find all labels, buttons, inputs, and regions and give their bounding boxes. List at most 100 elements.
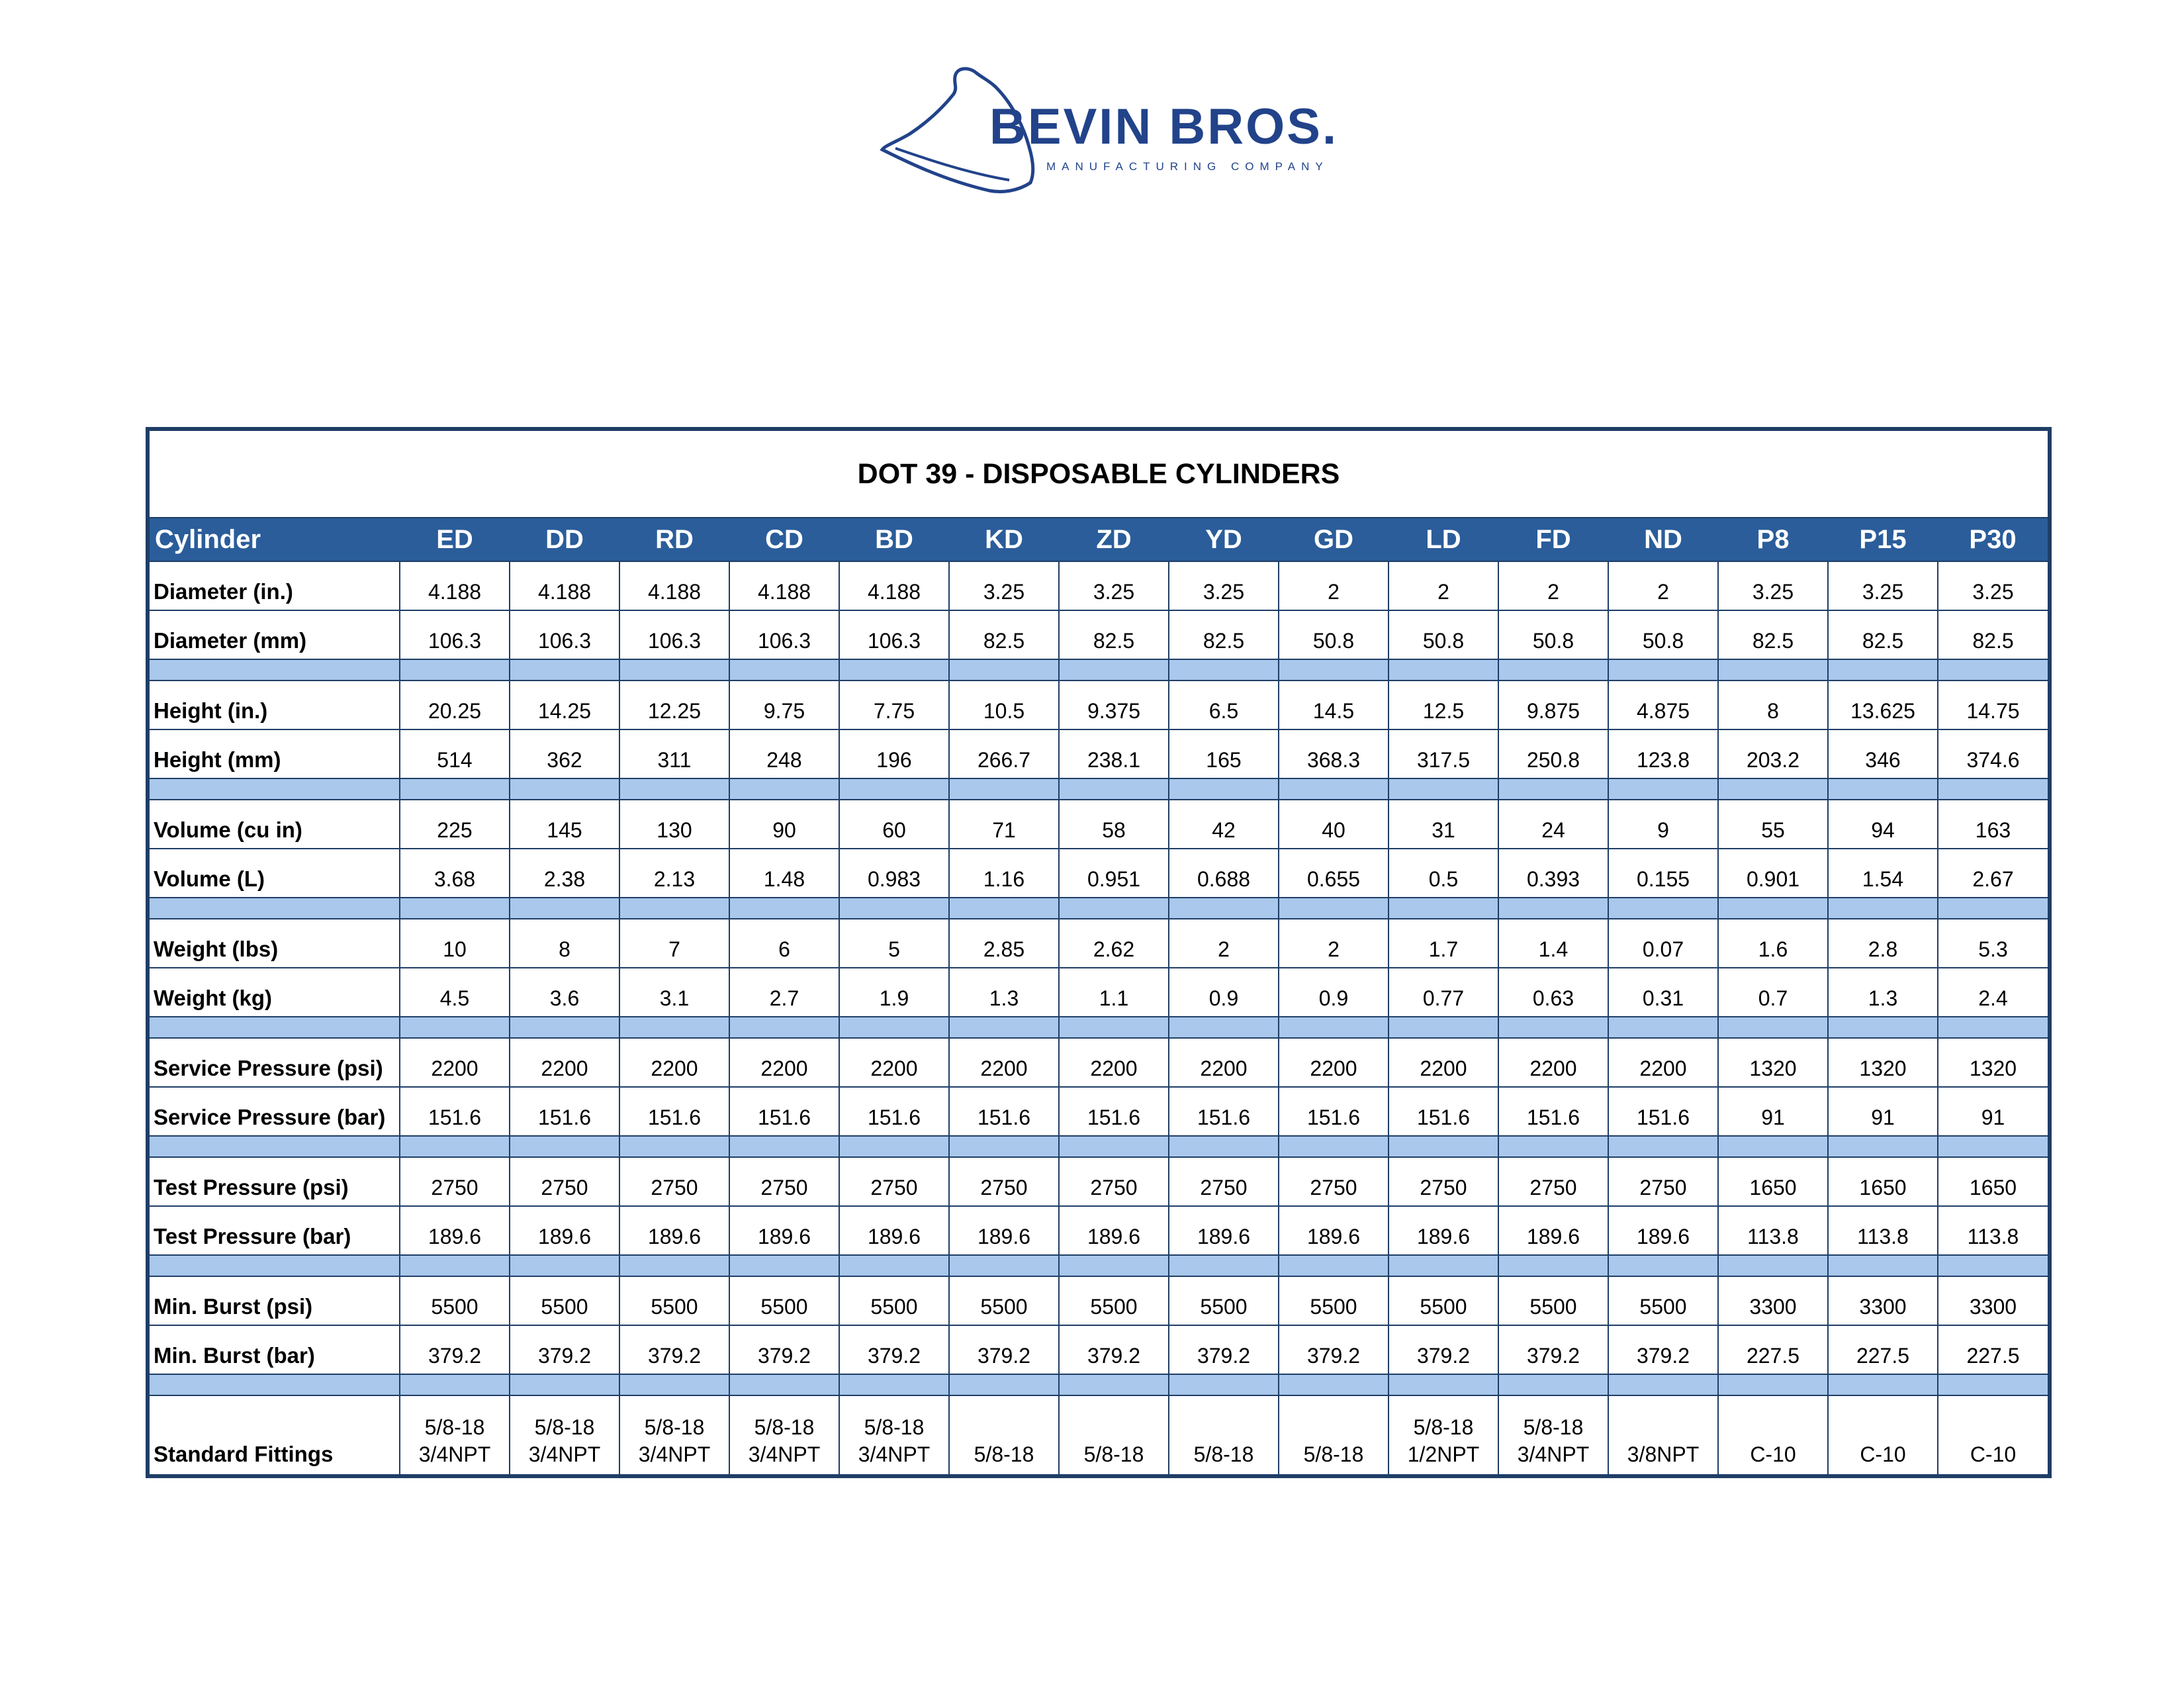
fitting-line-1: 5/8-18 bbox=[1523, 1415, 1584, 1439]
table-row: Service Pressure (psi) 2200 2200 2200 2200 22… bbox=[150, 1037, 2048, 1088]
table-cell: 0.951 bbox=[1058, 848, 1169, 898]
table-cell: 227.5 bbox=[1717, 1325, 1829, 1375]
table-cell: 317.5 bbox=[1388, 729, 1499, 779]
table-cell: 2200 bbox=[1608, 1037, 1719, 1088]
column-header-cylinder: Cylinder bbox=[150, 518, 400, 561]
column-header: CD bbox=[729, 518, 839, 561]
spacer-cell bbox=[509, 1135, 620, 1158]
table-cell: 151.6 bbox=[509, 1086, 620, 1137]
spacer-cell bbox=[1827, 1374, 1938, 1396]
table-cell: 225 bbox=[399, 799, 510, 849]
fitting-line-2: C-10 bbox=[1750, 1442, 1796, 1467]
spacer-cell bbox=[1498, 1016, 1609, 1039]
table-cell: 189.6 bbox=[1168, 1205, 1279, 1256]
table-cell: 14.25 bbox=[509, 680, 620, 730]
spacer-cell bbox=[1168, 1016, 1279, 1039]
spacer-cell bbox=[729, 1135, 840, 1158]
spacer-cell bbox=[1498, 778, 1609, 800]
spacer-cell bbox=[399, 897, 510, 919]
fitting-line-2: 3/8NPT bbox=[1627, 1442, 1700, 1467]
table-cell: 5500 bbox=[729, 1276, 840, 1326]
table-row: Diameter (mm) 106.3 106.3 106.3 106.3 106.3 82… bbox=[150, 610, 2048, 660]
table-cell: 189.6 bbox=[948, 1205, 1060, 1256]
spacer-cell bbox=[1388, 659, 1499, 681]
spacer-cell bbox=[839, 1254, 950, 1277]
spacer-cell bbox=[1608, 778, 1719, 800]
table-cell: 189.6 bbox=[1388, 1205, 1499, 1256]
spacer-cell bbox=[1608, 1254, 1719, 1277]
fitting-line-1: 5/8-18 bbox=[424, 1415, 485, 1439]
table-cell: 379.2 bbox=[1608, 1325, 1719, 1375]
fittings-row: Standard Fittings 5/8-18 3/4NPT 5/8-18 3/4NP… bbox=[150, 1395, 2048, 1474]
spacer-cell bbox=[1937, 897, 2048, 919]
fitting-line-1: 5/8-18 bbox=[534, 1415, 595, 1439]
table-cell: 2200 bbox=[1058, 1037, 1169, 1088]
table-cell: 0.9 bbox=[1278, 967, 1389, 1017]
table-cell: 2.8 bbox=[1827, 918, 1938, 968]
table-cell: 12.5 bbox=[1388, 680, 1499, 730]
table-cell: 0.77 bbox=[1388, 967, 1499, 1017]
spacer-cell bbox=[619, 1135, 730, 1158]
table-cell: 151.6 bbox=[729, 1086, 840, 1137]
table-cell: 5500 bbox=[399, 1276, 510, 1326]
table-cell: 2750 bbox=[619, 1156, 730, 1207]
table-cell: 123.8 bbox=[1608, 729, 1719, 779]
table-cell: 2200 bbox=[1388, 1037, 1499, 1088]
fitting-cell: 5/8-18 bbox=[1278, 1395, 1389, 1474]
table-cell: 151.6 bbox=[619, 1086, 730, 1137]
row-label: Min. Burst (bar) bbox=[150, 1325, 400, 1375]
spacer-cell bbox=[1608, 1016, 1719, 1039]
spacer-cell bbox=[619, 778, 730, 800]
table-cell: 50.8 bbox=[1498, 610, 1609, 660]
table-cell: 3.25 bbox=[948, 561, 1060, 611]
spacer-cell bbox=[1498, 659, 1609, 681]
spacer-cell bbox=[729, 778, 840, 800]
spacer-cell bbox=[1058, 778, 1169, 800]
column-header: ZD bbox=[1059, 518, 1169, 561]
spacer-cell bbox=[619, 1016, 730, 1039]
fitting-cell: 5/8-18 bbox=[1168, 1395, 1279, 1474]
fitting-line-2: 3/4NPT bbox=[858, 1442, 931, 1467]
table-cell: 266.7 bbox=[948, 729, 1060, 779]
table-cell: 9.875 bbox=[1498, 680, 1609, 730]
table-row: Min. Burst (psi) 5500 5500 5500 5500 5500 5500… bbox=[150, 1276, 2048, 1326]
table-cell: 379.2 bbox=[1498, 1325, 1609, 1375]
table-cell: 374.6 bbox=[1937, 729, 2048, 779]
fitting-line-1: 5/8-18 bbox=[1083, 1442, 1144, 1467]
spacer-cell bbox=[948, 1016, 1060, 1039]
table-cell: 91 bbox=[1827, 1086, 1938, 1137]
fitting-cell: 5/8-18 bbox=[948, 1395, 1060, 1474]
spacer-cell bbox=[1498, 1135, 1609, 1158]
table-row: Height (mm) 514 362 311 248 196 266.7 238.1 165 3… bbox=[150, 729, 2048, 779]
table-cell: 196 bbox=[839, 729, 950, 779]
row-label: Diameter (mm) bbox=[150, 610, 400, 660]
spacer-cell bbox=[399, 1135, 510, 1158]
spacer-cell bbox=[1168, 1135, 1279, 1158]
table-cell: 1.7 bbox=[1388, 918, 1499, 968]
spacer-cell bbox=[1278, 897, 1389, 919]
table-cell: 379.2 bbox=[509, 1325, 620, 1375]
fitting-cell: C-10 bbox=[1937, 1395, 2048, 1474]
fitting-line-2: 1/2NPT bbox=[1407, 1442, 1480, 1467]
spacer-cell bbox=[1168, 659, 1279, 681]
table-cell: 3.6 bbox=[509, 967, 620, 1017]
table-cell: 3.25 bbox=[1937, 561, 2048, 611]
table-cell: 4.188 bbox=[509, 561, 620, 611]
fitting-cell: 5/8-18 3/4NPT bbox=[1498, 1395, 1609, 1474]
spacer-cell bbox=[1608, 897, 1719, 919]
table-cell: 5500 bbox=[509, 1276, 620, 1326]
table-cell: 2200 bbox=[619, 1037, 730, 1088]
spacer-cell bbox=[150, 1254, 400, 1277]
spacer-cell bbox=[839, 1135, 950, 1158]
column-header: P30 bbox=[1938, 518, 2048, 561]
table-cell: 189.6 bbox=[509, 1205, 620, 1256]
table-cell: 379.2 bbox=[619, 1325, 730, 1375]
table-row: Service Pressure (bar) 151.6 151.6 151.6 151… bbox=[150, 1086, 2048, 1137]
row-label: Standard Fittings bbox=[150, 1395, 400, 1474]
spacer-row bbox=[150, 1016, 2048, 1039]
row-label: Service Pressure (bar) bbox=[150, 1086, 400, 1137]
spacer-cell bbox=[1937, 659, 2048, 681]
fitting-cell: 5/8-18 3/4NPT bbox=[509, 1395, 620, 1474]
table-cell: 1.16 bbox=[948, 848, 1060, 898]
table-cell: 0.31 bbox=[1608, 967, 1719, 1017]
